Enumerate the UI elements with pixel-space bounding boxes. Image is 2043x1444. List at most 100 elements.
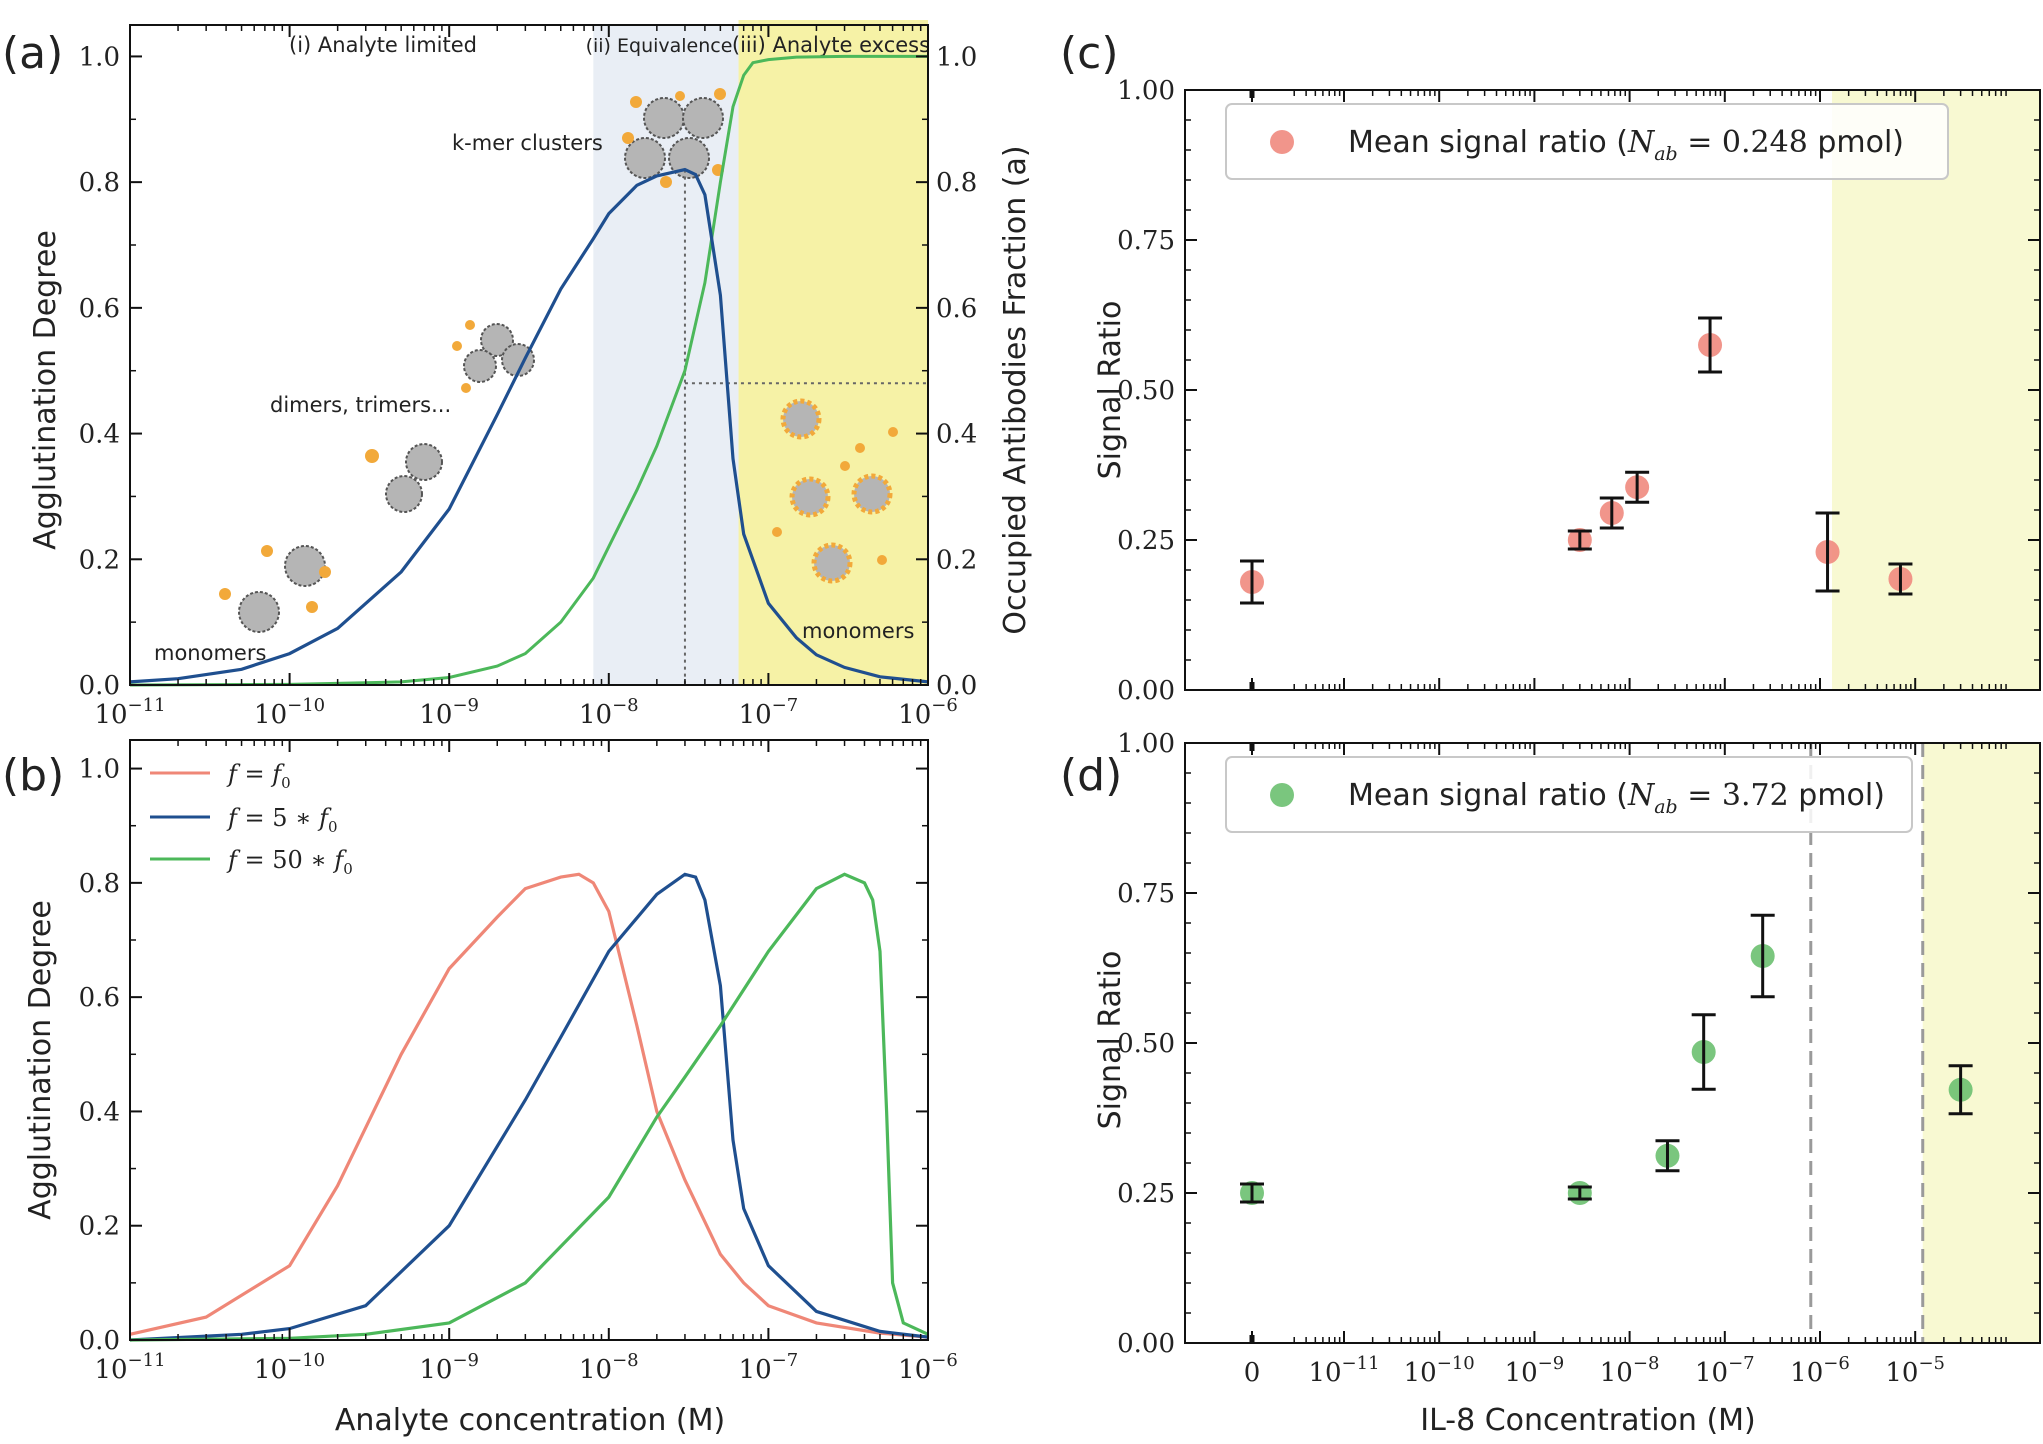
y2-tick-label: 1.0 bbox=[936, 42, 977, 72]
y-tick-label: 0.75 bbox=[1117, 226, 1175, 256]
y-tick-label: 0.2 bbox=[79, 545, 120, 575]
dimers-illustration bbox=[365, 320, 535, 513]
series-occupancy-line bbox=[129, 54, 928, 687]
chart-c: 0.00 0.25 0.50 0.75 1.00 Mean signal ratio (… bbox=[1093, 76, 2041, 706]
annotation-monomers-left: monomers bbox=[154, 641, 266, 665]
x-tick-label: 10−10 bbox=[254, 1350, 325, 1385]
y-tick-label: 0.50 bbox=[1117, 376, 1175, 406]
y2-tick-label: 0.4 bbox=[936, 420, 977, 450]
x-tick-label: 0 bbox=[1244, 1358, 1261, 1388]
chart-b: 10−11 10−10 10−9 10−8 10−7 10−6 0.0 0.2 0.4 0.6 0.… bbox=[23, 739, 958, 1438]
threshold-lines-d bbox=[1809, 743, 1925, 1343]
series-group-b bbox=[129, 872, 929, 1342]
region-label-equivalence: (ii) Equivalence bbox=[586, 35, 733, 57]
y2-axis-label-a: Occupied Antibodies Fraction (a) bbox=[998, 145, 1033, 634]
excess-region-d bbox=[1922, 743, 2040, 1343]
panel-label-a: (a) bbox=[2, 28, 63, 79]
y-tick-label: 0.6 bbox=[79, 983, 120, 1013]
x-tick-label: 10−6 bbox=[1790, 1353, 1850, 1388]
y-tick-label: 1.0 bbox=[79, 42, 120, 72]
x-tick-label: 10−6 bbox=[898, 1350, 958, 1385]
series-50f0-line bbox=[129, 872, 929, 1342]
x-tick-label: 10−11 bbox=[94, 695, 165, 730]
plot-frame-a bbox=[129, 24, 929, 686]
x-tick-label: 10−8 bbox=[579, 695, 639, 730]
axis-ticks-c: 0.00 0.25 0.50 0.75 1.00 bbox=[1117, 76, 2040, 706]
legend-item-50f0: f = 50 ∗ f0 bbox=[226, 846, 353, 878]
legend-d: Mean signal ratio (Nab = 3.72 pmol) bbox=[1225, 756, 1913, 833]
y-tick-label: 0.50 bbox=[1117, 1029, 1175, 1059]
y-tick-label: 0.0 bbox=[79, 671, 120, 701]
x-tick-label: 10−8 bbox=[579, 1350, 639, 1385]
y-tick-label: 0.4 bbox=[79, 420, 120, 450]
annotation-dimers: dimers, trimers... bbox=[270, 393, 451, 417]
region-label-limited: (i) Analyte limited bbox=[289, 33, 477, 57]
y2-tick-label: 0.6 bbox=[936, 294, 977, 324]
x-tick-label: 10−7 bbox=[739, 1350, 799, 1385]
chart-a: (i) Analyte limited (ii) Equivalence (ii… bbox=[28, 20, 1033, 730]
x-tick-label: 10−10 bbox=[1404, 1353, 1475, 1388]
monomers-illustration bbox=[219, 545, 331, 633]
series-group bbox=[129, 54, 929, 687]
plot-frame-b bbox=[129, 739, 929, 1341]
x-tick-label: 10−6 bbox=[898, 695, 958, 730]
legend-text-d: Mean signal ratio (Nab = 3.72 pmol) bbox=[1348, 778, 1885, 818]
y-tick-label: 0.25 bbox=[1117, 526, 1175, 556]
x-tick-label: 10−9 bbox=[1505, 1353, 1565, 1388]
axis-ticks-a: 10−11 10−10 10−9 10−8 10−7 10−60.0 0.00.2 0.20.… bbox=[79, 25, 977, 730]
panel-label-c: (c) bbox=[1060, 28, 1119, 79]
annotation-kmer: k-mer clusters bbox=[452, 131, 603, 155]
particle-illustrations bbox=[219, 88, 898, 633]
legend-item-5f0: f = 5 ∗ f0 bbox=[226, 804, 338, 836]
legend-c: Mean signal ratio (Nab = 0.248 pmol) bbox=[1225, 103, 1949, 180]
equivalence-guides bbox=[683, 169, 928, 685]
series-f0-line bbox=[129, 872, 929, 1339]
axis-ticks-b: 10−11 10−10 10−9 10−8 10−7 10−6 0.0 0.2 0.4 0.6 0.… bbox=[79, 740, 958, 1385]
y-tick-label: 0.6 bbox=[79, 294, 120, 324]
kmer-illustration bbox=[622, 88, 726, 188]
excess-monomers-illustration bbox=[772, 398, 898, 584]
x-tick-label: 10−11 bbox=[1308, 1353, 1379, 1388]
legend-item-f0: f = f0 bbox=[226, 760, 291, 792]
x-tick-label: 10−9 bbox=[419, 695, 479, 730]
y-axis-label-b: Agglutination Degree bbox=[23, 900, 58, 1220]
x-tick-label: 10−8 bbox=[1600, 1353, 1660, 1388]
y-tick-label: 0.25 bbox=[1117, 1179, 1175, 1209]
series-5f0-line bbox=[129, 872, 929, 1342]
x-axis-label-d: IL-8 Concentration (M) bbox=[1420, 1403, 1756, 1438]
y-tick-label: 0.8 bbox=[79, 869, 120, 899]
legend-b: f = f0 f = 5 ∗ f0 f = 50 ∗ f0 bbox=[150, 760, 353, 878]
axis-ticks-d: 0.00 0.25 0.50 0.75 1.00 0 10−11 10−10 10−9 10−8 1… bbox=[1117, 729, 2040, 1388]
y-tick-label: 0.8 bbox=[79, 168, 120, 198]
y-tick-label: 1.00 bbox=[1117, 76, 1175, 106]
series-agglutination-line bbox=[129, 167, 929, 684]
points-d bbox=[1240, 913, 1973, 1205]
excess-region-c bbox=[1832, 90, 2040, 690]
x-tick-label: 10−11 bbox=[94, 1350, 165, 1385]
y-axis-label-c: Signal Ratio bbox=[1093, 301, 1128, 480]
panel-label-b: (b) bbox=[2, 750, 64, 801]
panel-label-d: (d) bbox=[1060, 750, 1122, 801]
points-c bbox=[1240, 316, 1913, 605]
chart-d: 0.00 0.25 0.50 0.75 1.00 0 10−11 10−10 10−9 10−8 1… bbox=[1093, 729, 2041, 1438]
x-tick-label: 10−7 bbox=[1695, 1353, 1755, 1388]
x-axis-label-b: Analyte concentration (M) bbox=[335, 1403, 725, 1438]
region-label-excess: (iii) Analyte excess bbox=[732, 33, 930, 57]
y2-tick-label: 0.8 bbox=[936, 168, 977, 198]
y-tick-label: 1.00 bbox=[1117, 729, 1175, 759]
x-tick-label: 10−5 bbox=[1885, 1353, 1945, 1388]
annotation-monomers-right: monomers bbox=[802, 619, 914, 643]
y-tick-label: 0.2 bbox=[79, 1212, 120, 1242]
y2-tick-label: 0.0 bbox=[936, 671, 977, 701]
y-axis-label-a: Agglutination Degree bbox=[28, 230, 63, 550]
analyte-excess-header bbox=[738, 20, 928, 25]
y-tick-label: 0.75 bbox=[1117, 879, 1175, 909]
legend-text-c: Mean signal ratio (Nab = 0.248 pmol) bbox=[1348, 125, 1904, 165]
y-tick-label: 0.4 bbox=[79, 1097, 120, 1127]
x-tick-label: 10−7 bbox=[739, 695, 799, 730]
x-tick-label: 10−10 bbox=[254, 695, 325, 730]
y-axis-label-d: Signal Ratio bbox=[1093, 951, 1128, 1130]
y2-tick-label: 0.2 bbox=[936, 545, 977, 575]
y-tick-label: 0.0 bbox=[79, 1326, 120, 1356]
